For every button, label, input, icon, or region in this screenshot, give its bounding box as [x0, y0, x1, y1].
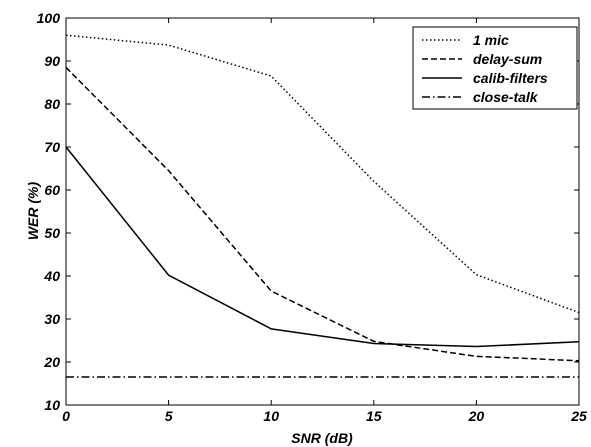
legend: 1 mic delay-sum calib-filters close-talk [412, 26, 578, 110]
x-tick-label: 10 [263, 408, 279, 424]
series-line-calib-filters [65, 146, 580, 348]
y-tick-label: 90 [44, 53, 60, 69]
y-tick-label: 40 [43, 268, 60, 284]
x-tick-label: 0 [62, 408, 70, 424]
y-tick-label: 100 [37, 10, 61, 26]
y-axis-title: WER (%) [25, 182, 41, 241]
x-tick-label: 25 [570, 408, 587, 424]
y-tick-label: 10 [44, 397, 60, 413]
axis-ticks: 0 5 10 15 20 25 10 20 30 40 50 60 70 80 90 100 [37, 10, 587, 424]
legend-label-close-talk: close-talk [473, 89, 539, 105]
y-tick-label: 20 [43, 354, 60, 370]
legend-label-calib-filters: calib-filters [473, 70, 548, 86]
x-tick-label: 20 [468, 408, 485, 424]
legend-label-delay-sum: delay-sum [473, 51, 542, 67]
x-axis-title: SNR (dB) [291, 430, 353, 446]
legend-label-1-mic: 1 mic [473, 32, 509, 48]
x-tick-label: 5 [165, 408, 173, 424]
x-tick-label: 15 [366, 408, 382, 424]
series-line-delay-sum [65, 66, 580, 362]
y-tick-label: 80 [44, 96, 60, 112]
y-tick-label: 30 [44, 311, 60, 327]
series-lines [65, 34, 580, 378]
y-tick-label: 70 [44, 139, 60, 155]
y-tick-label: 50 [44, 225, 60, 241]
legend-box [412, 26, 578, 110]
y-tick-label: 60 [44, 182, 60, 198]
